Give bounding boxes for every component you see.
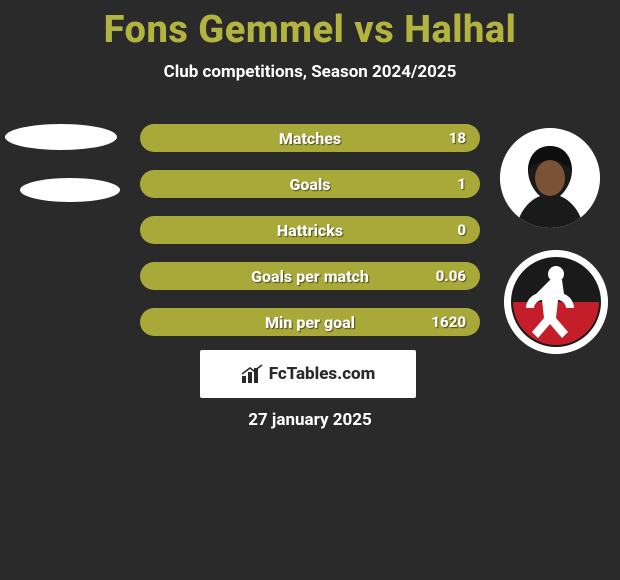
bar-value-right: 1620	[431, 308, 466, 336]
bar-value-right: 18	[449, 124, 466, 152]
player-left-placeholder-a	[5, 124, 117, 150]
bar-fill	[140, 124, 480, 152]
club-right-emblem	[504, 250, 608, 354]
subtitle: Club competitions, Season 2024/2025	[0, 62, 620, 82]
avatar-icon	[500, 128, 600, 228]
bar-row: Min per goal 1620	[140, 308, 480, 336]
bar-fill	[140, 308, 480, 336]
player-left-placeholder-b	[20, 178, 120, 202]
player-right-avatar	[500, 128, 600, 228]
footer-date: 27 january 2025	[0, 410, 620, 430]
bar-value-right: 0.06	[436, 262, 466, 290]
bar-fill	[140, 170, 480, 198]
stat-bars: Matches 18 Goals 1 Hattricks 0 Goals per…	[140, 124, 480, 354]
bar-fill	[140, 262, 480, 290]
emblem-icon	[504, 250, 608, 354]
bar-row: Matches 18	[140, 124, 480, 152]
bar-row: Goals per match 0.06	[140, 262, 480, 290]
branding-badge: FcTables.com	[200, 350, 416, 398]
page-title: Fons Gemmel vs Halhal	[0, 0, 620, 52]
bar-row: Goals 1	[140, 170, 480, 198]
bar-fill	[140, 216, 480, 244]
bar-value-right: 1	[457, 170, 466, 198]
bars-growth-icon	[241, 364, 263, 384]
branding-text: FcTables.com	[269, 364, 376, 384]
bar-row: Hattricks 0	[140, 216, 480, 244]
bar-value-right: 0	[457, 216, 466, 244]
